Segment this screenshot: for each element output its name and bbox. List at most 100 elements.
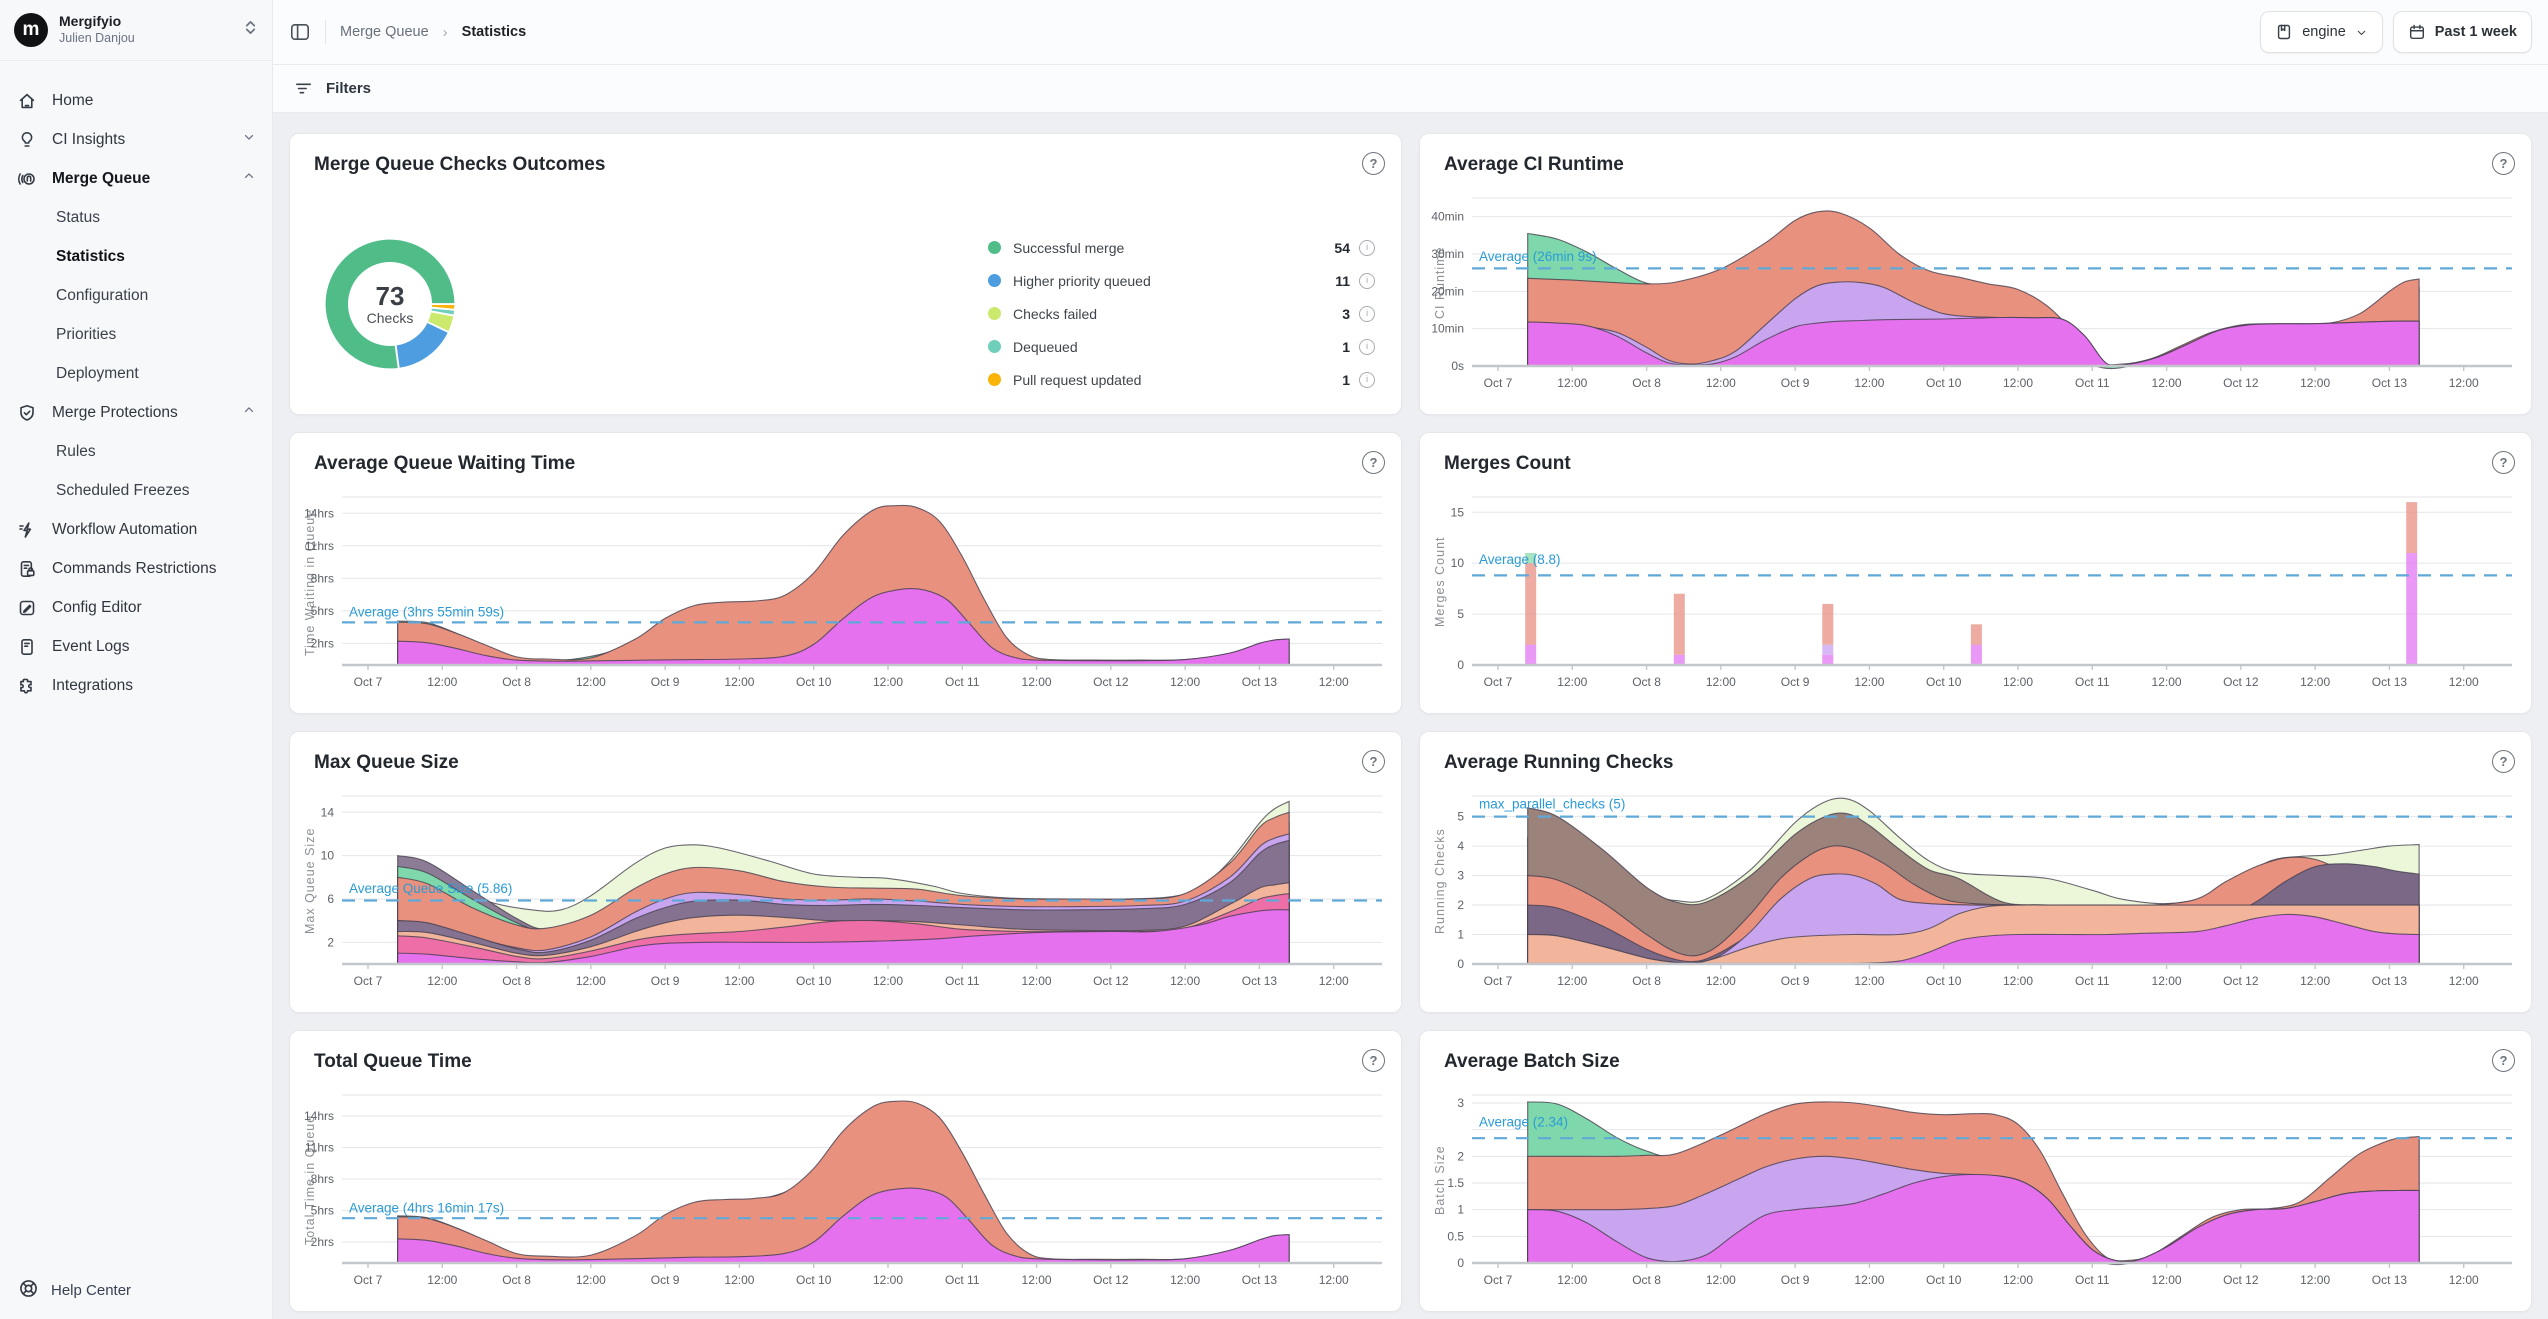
sidebar-item-priorities[interactable]: Priorities: [0, 315, 272, 354]
svg-text:max_parallel_checks (5): max_parallel_checks (5): [1479, 796, 1625, 811]
sidebar-item-status[interactable]: Status: [0, 198, 272, 237]
svg-text:1: 1: [1457, 928, 1464, 942]
sidebar-item-integrations[interactable]: Integrations: [0, 666, 272, 705]
help-question-icon[interactable]: ?: [1362, 750, 1385, 773]
svg-text:Oct 12: Oct 12: [2223, 1273, 2259, 1287]
sidebar-item-ci-insights[interactable]: CI Insights: [0, 120, 272, 159]
breadcrumb-parent[interactable]: Merge Queue: [340, 24, 429, 40]
edit-pencil-icon: [16, 598, 38, 618]
sidebar-item-label: Merge Queue: [52, 169, 151, 187]
svg-text:12:00: 12:00: [2003, 1273, 2033, 1287]
donut-legend: Successful merge 54 i Higher priority qu…: [988, 231, 1375, 396]
svg-text:Oct 10: Oct 10: [1926, 675, 1962, 689]
legend-dot: [988, 274, 1001, 287]
svg-text:12:00: 12:00: [2449, 974, 2479, 988]
time-range-button[interactable]: Past 1 week: [2392, 11, 2532, 53]
sidebar-toggle-button[interactable]: [289, 21, 311, 43]
sidebar-item-event-logs[interactable]: Event Logs: [0, 627, 272, 666]
svg-text:Oct 8: Oct 8: [502, 974, 531, 988]
svg-text:12:00: 12:00: [1170, 675, 1200, 689]
sidebar-item-statistics[interactable]: Statistics: [0, 237, 272, 276]
card-average-batch-size: Average Batch Size ? Batch Size 0 0.5 1 1.5…: [1419, 1030, 2532, 1312]
svg-text:Oct 11: Oct 11: [2075, 1273, 2110, 1287]
card-total-queue-time: Total Queue Time ? Total Time in Queue 2…: [289, 1030, 1402, 1312]
card-average-ci-runtime: Average CI Runtime ? CI Runtime 0s 10min 2…: [1419, 133, 2532, 415]
svg-text:3: 3: [1457, 869, 1464, 883]
svg-text:0: 0: [1457, 658, 1464, 672]
legend-item-dequeued[interactable]: Dequeued 1 i: [988, 330, 1375, 363]
card-title: Average Batch Size: [1444, 1051, 1620, 1072]
svg-text:Average (8.8): Average (8.8): [1479, 552, 1561, 567]
svg-text:Oct 13: Oct 13: [1242, 974, 1278, 988]
legend-label: Dequeued: [1013, 338, 1078, 355]
info-icon[interactable]: i: [1359, 272, 1375, 289]
svg-text:14hrs: 14hrs: [304, 506, 334, 520]
puzzle-icon: [16, 676, 38, 696]
average-ci-runtime-chart: 0s 10min 20min 30min 40min Oct 7 12:00 Oct 8 12:…: [1431, 197, 2512, 390]
legend-item-checks-failed[interactable]: Checks failed 3 i: [988, 297, 1375, 330]
legend-item-successful-merge[interactable]: Successful merge 54 i: [988, 231, 1375, 264]
card-title: Average CI Runtime: [1444, 154, 1624, 175]
sidebar-item-merge-protections[interactable]: Merge Protections: [0, 393, 272, 432]
legend-item-higher-priority-queued[interactable]: Higher priority queued 11 i: [988, 264, 1375, 297]
help-question-icon[interactable]: ?: [1362, 1049, 1385, 1072]
sidebar-item-merge-queue[interactable]: Merge Queue: [0, 159, 272, 198]
svg-text:Oct 13: Oct 13: [2372, 974, 2408, 988]
chevron-up-icon: [242, 169, 256, 188]
svg-text:12:00: 12:00: [1022, 1273, 1052, 1287]
org-switcher[interactable]: m Mergifyio Julien Danjou: [0, 0, 272, 61]
repository-icon: [2278, 24, 2291, 40]
svg-text:12:00: 12:00: [2003, 376, 2033, 390]
svg-text:12:00: 12:00: [873, 675, 903, 689]
sidebar-item-label: Scheduled Freezes: [56, 481, 190, 499]
svg-text:Oct 12: Oct 12: [2223, 675, 2259, 689]
help-center[interactable]: Help Center: [18, 1278, 131, 1303]
sidebar-item-deployment[interactable]: Deployment: [0, 354, 272, 393]
svg-text:0s: 0s: [1451, 359, 1464, 373]
info-icon[interactable]: i: [1359, 338, 1375, 355]
svg-text:12:00: 12:00: [2152, 376, 2182, 390]
sidebar-item-rules[interactable]: Rules: [0, 432, 272, 471]
svg-text:Oct 7: Oct 7: [1484, 675, 1513, 689]
help-question-icon[interactable]: ?: [2492, 1049, 2515, 1072]
svg-text:12:00: 12:00: [1319, 675, 1349, 689]
svg-text:Oct 9: Oct 9: [651, 974, 680, 988]
sidebar-item-workflow-automation[interactable]: Workflow Automation: [0, 510, 272, 549]
svg-text:12:00: 12:00: [1170, 974, 1200, 988]
svg-text:12:00: 12:00: [1022, 974, 1052, 988]
org-avatar: m: [14, 13, 48, 47]
info-icon[interactable]: i: [1359, 305, 1375, 322]
legend-item-pull-request-updated[interactable]: Pull request updated 1 i: [988, 363, 1375, 396]
help-question-icon[interactable]: ?: [2492, 750, 2515, 773]
sidebar-item-home[interactable]: Home: [0, 81, 272, 120]
sidebar-item-label: Rules: [56, 442, 96, 460]
svg-text:14: 14: [321, 805, 335, 819]
help-question-icon[interactable]: ?: [1362, 152, 1385, 175]
sidebar-item-commands-restrictions[interactable]: Commands Restrictions: [0, 549, 272, 588]
sidebar-item-configuration[interactable]: Configuration: [0, 276, 272, 315]
svg-text:Oct 10: Oct 10: [796, 974, 832, 988]
svg-text:Oct 13: Oct 13: [1242, 675, 1278, 689]
filter-icon: [296, 83, 311, 94]
info-icon[interactable]: i: [1359, 371, 1375, 388]
svg-text:Oct 8: Oct 8: [1632, 675, 1661, 689]
sidebar-item-config-editor[interactable]: Config Editor: [0, 588, 272, 627]
card-title: Merge Queue Checks Outcomes: [314, 154, 606, 175]
svg-text:Oct 7: Oct 7: [354, 675, 383, 689]
filters-bar[interactable]: Filters: [273, 65, 2548, 113]
svg-text:Average (3hrs 55min 59s): Average (3hrs 55min 59s): [349, 604, 504, 619]
help-question-icon[interactable]: ?: [2492, 451, 2515, 474]
help-question-icon[interactable]: ?: [2492, 152, 2515, 175]
info-icon[interactable]: i: [1359, 239, 1375, 256]
svg-text:2hrs: 2hrs: [311, 1235, 334, 1249]
repository-selector[interactable]: engine: [2260, 11, 2383, 53]
sidebar-item-scheduled-freezes[interactable]: Scheduled Freezes: [0, 471, 272, 510]
help-question-icon[interactable]: ?: [1362, 451, 1385, 474]
max-queue-size-chart: 2 6 10 14 Oct 7 12:00 Oct 8 12:00 Oct 9 12:00 Oct …: [321, 795, 1382, 988]
sidebar-item-label: CI Insights: [52, 130, 126, 148]
svg-text:2: 2: [1457, 898, 1464, 912]
sidebar-nav: Home CI Insights Merge Queue Status Stat…: [0, 61, 272, 1319]
svg-text:10: 10: [1451, 556, 1465, 570]
svg-text:Oct 9: Oct 9: [1781, 376, 1810, 390]
